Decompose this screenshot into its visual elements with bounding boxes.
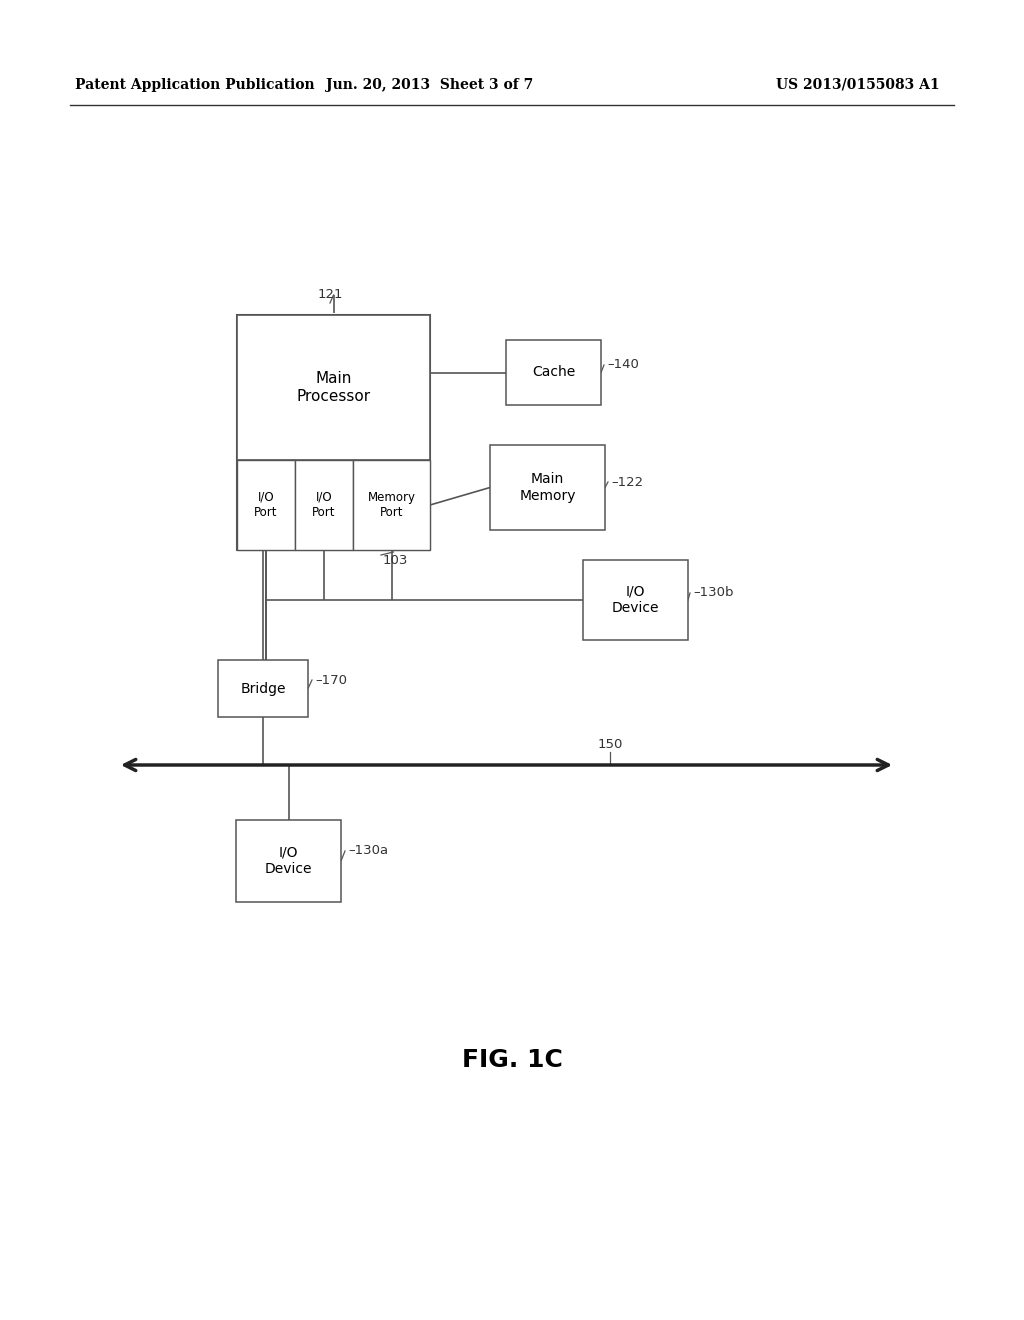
Text: Main
Memory: Main Memory (519, 473, 575, 503)
Bar (237, 315, 430, 459)
Text: I/O
Device: I/O Device (265, 846, 312, 876)
Text: –122: –122 (611, 475, 643, 488)
Text: 150: 150 (597, 738, 623, 751)
Text: 121: 121 (317, 289, 343, 301)
Bar (506, 341, 601, 405)
Text: I/O
Port: I/O Port (254, 491, 278, 519)
Text: –170: –170 (315, 673, 347, 686)
Bar (218, 660, 308, 717)
Bar (237, 459, 295, 550)
Bar (490, 445, 605, 531)
Text: –130a: –130a (348, 845, 388, 858)
Text: Bridge: Bridge (241, 681, 286, 696)
Bar (353, 459, 430, 550)
Text: Jun. 20, 2013  Sheet 3 of 7: Jun. 20, 2013 Sheet 3 of 7 (327, 78, 534, 92)
Bar (583, 560, 688, 640)
Text: Memory
Port: Memory Port (368, 491, 416, 519)
Bar (237, 315, 430, 550)
Text: Cache: Cache (531, 366, 575, 380)
Text: –130b: –130b (693, 586, 733, 599)
Text: –140: –140 (607, 359, 639, 371)
Bar (295, 459, 353, 550)
Text: Patent Application Publication: Patent Application Publication (75, 78, 314, 92)
Text: Main
Processor: Main Processor (296, 371, 371, 404)
Text: 103: 103 (383, 553, 409, 566)
Text: I/O
Device: I/O Device (611, 585, 659, 615)
Bar (236, 820, 341, 902)
Text: I/O
Port: I/O Port (312, 491, 336, 519)
Text: FIG. 1C: FIG. 1C (462, 1048, 562, 1072)
Text: US 2013/0155083 A1: US 2013/0155083 A1 (776, 78, 940, 92)
